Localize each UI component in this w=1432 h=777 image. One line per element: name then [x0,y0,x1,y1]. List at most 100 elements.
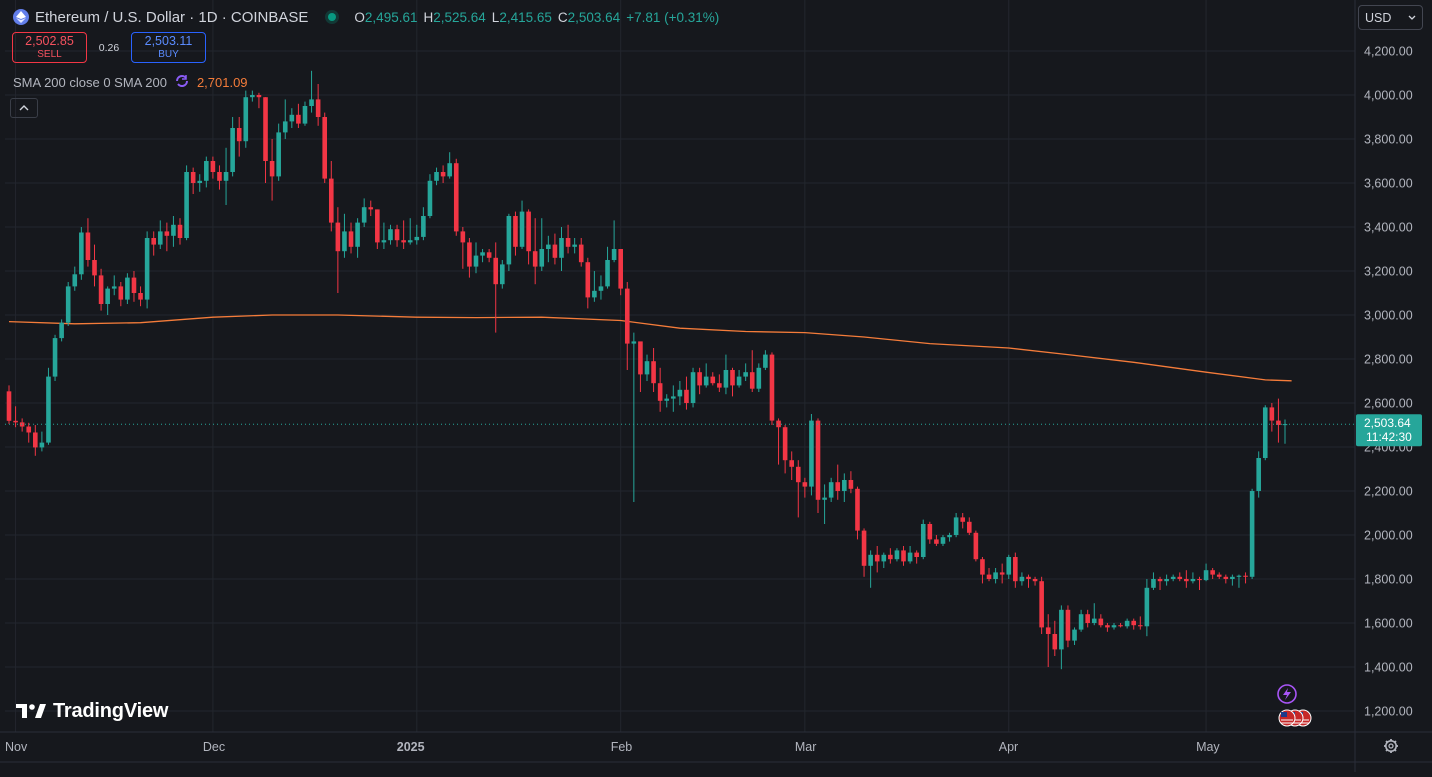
lightning-icon [1277,684,1297,704]
candle-body [842,480,847,491]
sell-button[interactable]: 2,502.85 SELL [12,32,87,63]
candle [52,334,58,381]
candle-body [177,224,183,238]
candle-body [1032,579,1038,582]
candle [1059,605,1064,670]
candle [1256,451,1261,498]
candle-body [907,552,913,562]
candle-body [578,244,584,263]
candle [223,147,229,205]
candle-body [1013,557,1018,582]
candle-body [1131,620,1137,626]
buy-price: 2,503.11 [144,33,193,48]
candle [46,367,51,445]
candle-body [960,517,966,522]
candle-body [85,232,91,260]
candle-body [717,383,722,388]
candle [677,381,683,406]
candle [598,275,604,300]
candle [506,213,512,271]
candle [940,535,946,546]
currency-select[interactable]: USD [1358,5,1423,30]
candle-body [1151,579,1156,588]
candle [723,354,729,395]
candle-body [980,559,985,575]
y-tick-label: 3,000.00 [1364,309,1413,323]
y-tick-label: 4,200.00 [1364,45,1413,59]
candle [513,211,518,256]
symbol-legend[interactable]: Ethereum / U.S. Dollar · 1D · COINBASE O… [13,7,719,27]
candle-body [828,482,834,498]
tradingview-logo[interactable]: TradingView [15,699,168,723]
symbol-title[interactable]: Ethereum / U.S. Dollar · 1D · COINBASE [35,8,309,26]
candle-body [368,207,374,210]
candle-body [723,370,729,388]
candle [499,260,505,289]
high-value: 2,525.64 [433,9,486,25]
candle-body [618,249,623,289]
indicator-legend[interactable]: SMA 200 close 0 SMA 200 2,701.09 [13,74,248,91]
candle [453,158,459,236]
candle [907,546,913,564]
indicator-label[interactable]: SMA 200 close 0 SMA 200 [13,75,167,90]
candle-body [730,370,735,386]
candle [1006,554,1012,579]
candle-body [421,216,426,237]
candle-body [815,420,821,500]
candle-body [1039,581,1044,628]
gear-icon[interactable] [1384,739,1398,753]
candle-body [197,180,203,183]
candle [953,513,959,538]
candle [493,242,499,333]
candle-body [1243,575,1248,577]
y-tick-label: 3,200.00 [1364,265,1413,279]
ohlc-values: O2,495.61 H2,525.64 L2,415.65 C2,503.64 … [354,10,719,25]
close-label: C [557,9,568,25]
candle-body [13,420,18,423]
candle [282,99,288,139]
candle-body [901,550,906,562]
candle-body [1223,576,1229,579]
candle [993,568,998,584]
y-tick-label: 2,600.00 [1364,397,1413,411]
event-markers[interactable] [1277,684,1312,727]
candle [1111,623,1117,630]
candle [947,532,952,542]
candle [1065,605,1071,648]
candle-body [322,117,328,179]
y-tick-label: 1,200.00 [1364,705,1413,719]
candle [1190,572,1196,584]
candle-body [539,249,545,267]
candle-body [19,422,25,427]
candle-body [776,420,781,428]
candle-body [644,361,650,375]
candle-body [440,172,446,177]
candle [697,367,702,395]
candle-body [1269,407,1275,421]
candle [467,238,472,278]
candle [26,422,32,443]
candle [322,112,328,183]
candle [618,249,623,296]
collapse-legend-button[interactable] [10,98,38,118]
y-tick-label: 2,800.00 [1364,353,1413,367]
candle [105,286,110,315]
candle [1216,572,1222,579]
candle [335,207,341,293]
candle-body [1006,557,1012,575]
candle [888,548,893,564]
candle-body [631,341,637,344]
candle [638,341,643,392]
candle [960,513,966,529]
candle-body [513,216,518,247]
chevron-up-icon [19,105,29,111]
candle [1249,488,1255,579]
candle-body [703,376,709,386]
candle [460,227,466,269]
buy-button[interactable]: 2,503.11 BUY [131,32,206,63]
candle [539,218,545,271]
candle [1151,572,1156,590]
